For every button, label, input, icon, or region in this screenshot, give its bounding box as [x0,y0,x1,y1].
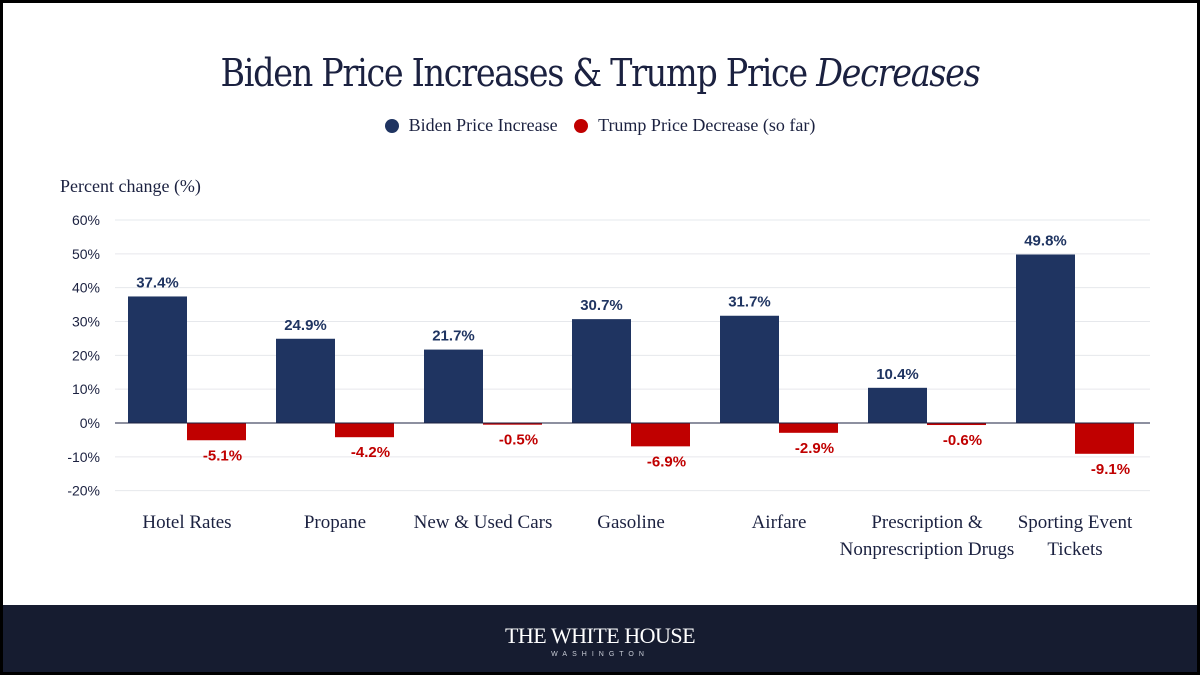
legend: Biden Price Increase Trump Price Decreas… [3,115,1197,138]
title-italic-text: Decreases [816,51,981,95]
chart-title: Biden Price Increases & Trump Price Decr… [75,51,1126,95]
legend-label: Biden Price Increase [408,115,558,135]
category-label: Airfare [752,512,807,533]
bar-trump [631,423,690,447]
category-label: Tickets [1047,539,1102,560]
logo-subtitle: WASHINGTON [551,651,649,658]
data-label: -0.6% [943,432,982,449]
y-tick-label: -20% [67,483,100,499]
y-tick-label: 0% [80,415,100,431]
bar-trump [927,423,986,426]
category-label: New & Used Cars [414,512,553,533]
footer: THE WHITE HOUSE WASHINGTON [3,605,1197,672]
y-tick-label: 60% [72,212,100,228]
y-axis-label: Percent change (%) [60,176,201,196]
bar-chart: 60% 50% 40% 30% 20% 10% 0% -10% -20% 37.4% -5.1% Ho… [67,212,1150,560]
category-label: Prescription & [871,512,983,533]
legend-swatch [574,118,589,133]
bar-biden [572,319,631,423]
title-text: Biden Price Increases & Trump Price [220,51,817,95]
data-label: -0.5% [499,432,538,449]
data-label: -5.1% [203,447,242,464]
category-label: Gasoline [597,512,665,533]
data-label: 21.7% [432,328,475,345]
y-tick-label: 50% [72,246,100,262]
bar-biden [868,387,927,423]
category-label: Nonprescription Drugs [840,539,1015,560]
bar-biden [1016,254,1075,423]
y-tick-label: 20% [72,347,100,363]
bar-trump [1075,423,1134,454]
data-label: -4.2% [351,444,390,461]
data-label: 10.4% [876,366,919,383]
y-tick-label: -10% [67,449,100,465]
bar-biden [720,315,779,423]
bar-biden [276,338,335,423]
bar-biden [424,349,483,423]
white-house-logo: THE WHITE HOUSE [504,623,696,648]
bar-trump [335,423,394,438]
bar-trump [187,423,246,441]
data-label: 49.8% [1024,233,1067,250]
chart-frame: Biden Price Increases & Trump Price Decr… [3,3,1197,672]
bar-trump [779,423,838,433]
data-label: -9.1% [1091,461,1130,478]
y-tick-label: 40% [72,280,100,296]
bar-biden [128,296,187,423]
data-label: -2.9% [795,440,834,457]
category-label: Sporting Event [1018,512,1133,533]
data-label: 37.4% [136,274,179,291]
legend-label: Trump Price Decrease (so far) [598,115,816,135]
y-tick-label: 30% [72,314,100,330]
category-label: Propane [304,512,366,533]
data-label: 24.9% [284,317,327,334]
data-label: 31.7% [728,294,771,311]
bar-trump [483,423,542,425]
legend-item-trump: Trump Price Decrease (so far) [574,115,815,136]
legend-swatch [384,118,399,133]
y-tick-label: 10% [72,381,100,397]
data-label: -6.9% [647,453,686,470]
data-label: 30.7% [580,297,623,314]
category-label: Hotel Rates [142,512,231,533]
legend-item-biden: Biden Price Increase [384,115,558,136]
